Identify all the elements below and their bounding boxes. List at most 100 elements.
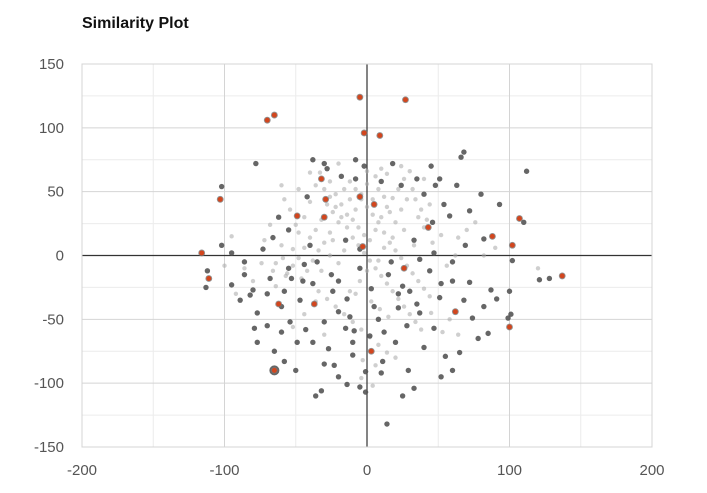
plot-border [81,63,653,448]
dark-data-point [429,219,436,226]
dark-data-point [385,271,392,278]
light-data-point [333,192,338,197]
dark-data-point [338,173,345,180]
dark-data-point [264,291,270,297]
dark-data-point [253,160,259,167]
highlight-data-point [323,196,329,202]
light-data-point [381,245,387,251]
light-data-point [327,194,333,199]
highlight-data-point [206,275,212,281]
light-data-point [401,304,407,309]
light-data-point [390,289,395,294]
dark-data-point [324,165,330,172]
dark-data-point [411,385,417,391]
dark-data-point [267,275,273,282]
dark-data-point [441,201,447,208]
dark-data-point [310,339,316,346]
light-data-point [464,227,469,233]
light-data-point [430,240,435,245]
light-data-point [296,186,301,192]
highlight-data-point [507,324,512,330]
light-data-point [339,215,344,220]
dark-data-point [462,242,469,248]
highlight-data-point [357,94,363,100]
dark-data-point [371,303,377,310]
y-tick-label: 100 [39,120,64,137]
light-data-point [373,363,378,368]
light-data-point [359,375,364,381]
light-data-point [347,289,353,294]
light-data-point [356,225,361,230]
light-data-point [344,212,350,217]
highlight-data-point [452,309,458,315]
zero-axes [82,64,652,447]
light-data-point [390,195,395,201]
dark-data-point [351,328,357,334]
light-data-point [279,183,284,188]
dark-data-point [449,367,456,374]
dark-data-point [481,236,487,242]
light-data-point [364,181,370,187]
light-data-point [411,243,417,248]
highlight-data-point [509,242,515,248]
light-data-point [493,245,498,251]
light-data-point [322,186,327,192]
light-data-point [453,253,458,258]
y-tick-label: 50 [47,184,64,201]
light-data-point [270,268,276,274]
dark-data-point [281,288,288,294]
light-data-point [364,204,370,210]
light-data-point [369,299,374,304]
dark-data-point [271,348,278,354]
dark-data-point [342,237,349,243]
dark-data-point [294,339,300,346]
light-data-point [407,312,412,317]
light-data-point [262,237,267,243]
dark-data-point [241,259,248,265]
dark-data-point [278,329,285,335]
dark-data-point [247,292,253,298]
light-data-point [250,278,256,284]
light-data-point [396,296,401,302]
highlight-data-point [271,112,277,118]
light-data-point [342,312,347,317]
light-data-point [410,271,415,276]
dark-data-point [331,362,337,368]
light-data-point [416,215,421,220]
light-data-point [322,332,327,337]
dark-data-point [395,291,402,297]
dark-data-point [506,288,513,294]
light-data-point [353,186,358,192]
light-data-point [287,207,293,212]
y-tick-labels: 150 100 50 0 -50 -100 -150 [34,56,64,456]
light-data-point [367,237,373,243]
light-data-point [347,179,353,184]
light-data-point [313,227,318,233]
dark-data-point [431,250,437,256]
dark-data-point [368,285,374,292]
light-data-point [438,232,444,238]
dark-data-point [421,344,427,351]
light-data-point [353,291,358,296]
light-data-point [421,176,427,182]
dark-data-point [398,182,404,188]
dark-data-point [281,358,288,365]
y-tick-label: 0 [56,248,64,265]
highlight-data-point [425,224,431,230]
light-data-point [381,230,387,235]
light-data-point [350,319,355,325]
dark-data-point [428,163,434,169]
light-data-point [307,199,313,205]
dark-data-point [375,316,382,323]
light-data-point [410,186,415,192]
light-data-point [344,225,350,230]
dark-data-point [350,352,356,358]
dark-data-point [310,280,316,287]
light-data-point [401,227,407,233]
dark-data-point [461,297,467,303]
dark-data-point [251,325,258,331]
light-data-point [373,174,378,179]
dark-data-point [350,339,356,346]
dark-data-point [361,163,367,169]
dark-data-point [493,296,500,302]
